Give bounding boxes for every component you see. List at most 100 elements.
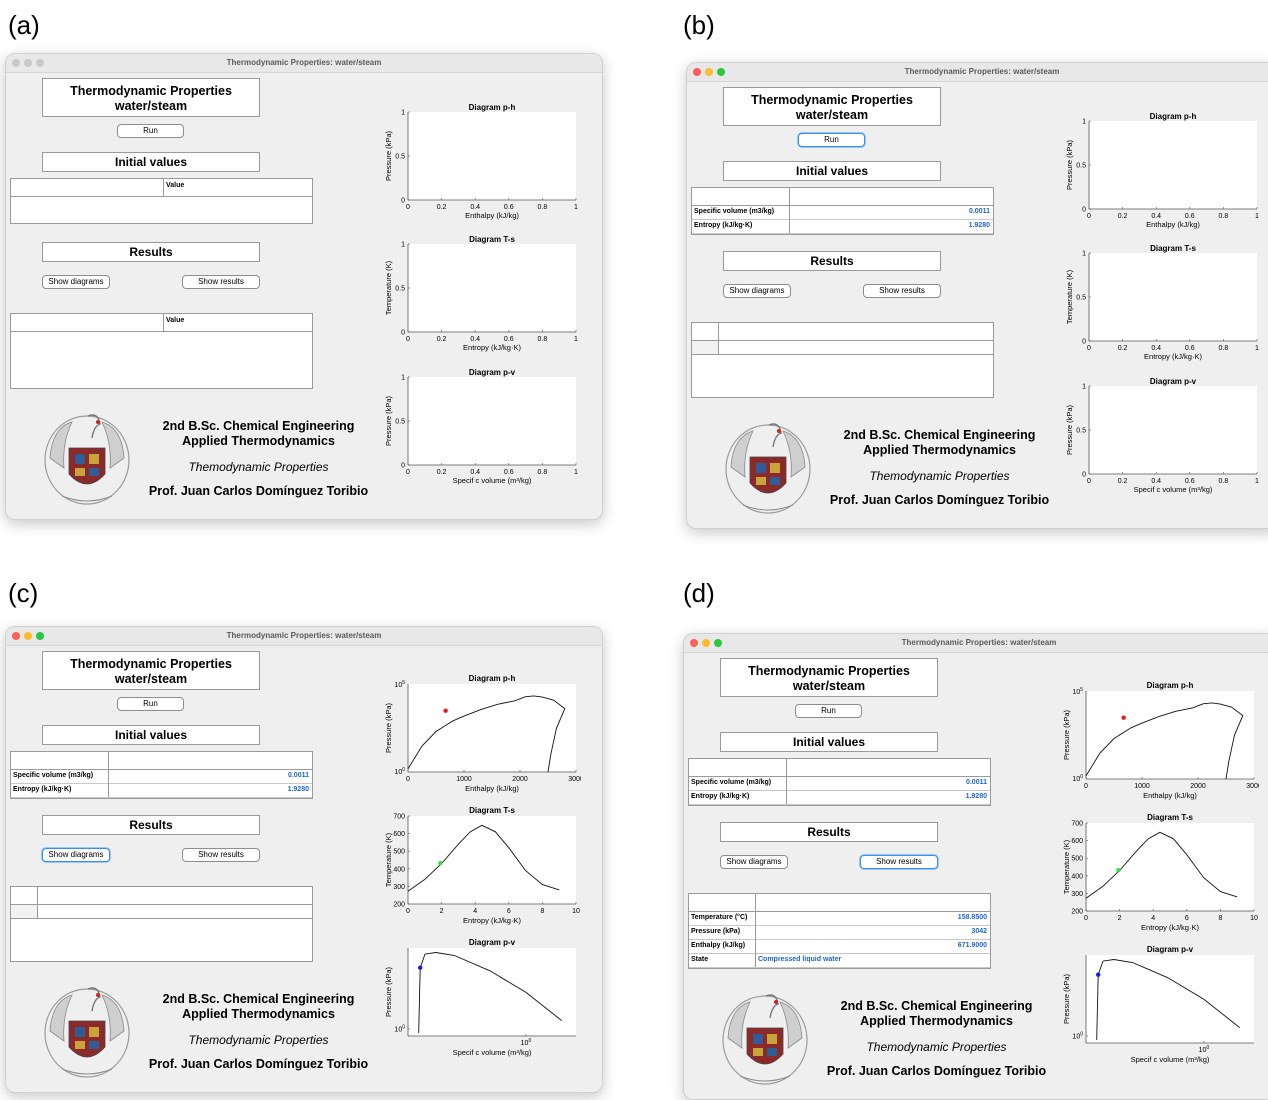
initial-values-table[interactable]: Specific volume (m3/kg) 0.0011 Entropy (kJ… bbox=[10, 751, 313, 799]
minimize-icon[interactable] bbox=[24, 632, 32, 640]
run-button[interactable]: Run bbox=[795, 704, 862, 718]
y-tick-label: 0 bbox=[401, 198, 405, 205]
initial-values-table[interactable]: Value bbox=[10, 178, 313, 224]
course-line2: Applied Thermodynamics bbox=[182, 434, 335, 448]
saturation-curve bbox=[1085, 702, 1244, 780]
show-diagrams-button[interactable]: Show diagrams bbox=[42, 848, 110, 862]
plot-ts: Diagram T-s Entropy (kJ/kg·K) Temperature … bbox=[381, 804, 581, 932]
close-icon[interactable] bbox=[693, 68, 701, 76]
show-diagrams-button[interactable]: Show diagrams bbox=[723, 284, 791, 298]
zoom-icon[interactable] bbox=[36, 59, 44, 67]
x-axis-label: Specif c volume (m³/kg) bbox=[453, 476, 532, 485]
close-icon[interactable] bbox=[690, 639, 698, 647]
close-icon[interactable] bbox=[12, 632, 20, 640]
zoom-icon[interactable] bbox=[717, 68, 725, 76]
x-tick-label: 0 bbox=[406, 776, 410, 783]
show-results-button[interactable]: Show results bbox=[860, 855, 938, 869]
y-tick-label: 0 bbox=[401, 463, 405, 470]
minimize-icon[interactable] bbox=[702, 639, 710, 647]
initial-values-header: Initial values bbox=[42, 725, 260, 745]
result-value: Compressed liquid water bbox=[758, 956, 842, 963]
column-divider bbox=[108, 752, 109, 769]
plot-title: Diagram p-h bbox=[469, 674, 516, 683]
tick-label: 100 bbox=[394, 767, 405, 776]
initial-values-header: Initial values bbox=[723, 161, 941, 181]
app-title-line2: water/steam bbox=[114, 99, 188, 113]
x-tick-label: 1 bbox=[1255, 345, 1259, 352]
column-divider bbox=[786, 790, 787, 804]
tick-label: 100 bbox=[394, 1024, 405, 1033]
x-tick-label: 0 bbox=[406, 908, 410, 915]
run-button[interactable]: Run bbox=[798, 133, 865, 147]
y-axis-label: Pressure (kPa) bbox=[384, 966, 393, 1017]
table-row[interactable]: Specific volume (m3/kg) 0.0011 bbox=[11, 769, 312, 784]
input-value[interactable]: 0.0011 bbox=[965, 779, 987, 786]
results-table[interactable]: Value bbox=[10, 313, 313, 389]
show-results-button[interactable]: Show results bbox=[182, 848, 260, 862]
window-title: Thermodynamic Properties: water/steam bbox=[226, 631, 382, 640]
x-axis-label: Enthalpy (kJ/kg) bbox=[1143, 791, 1197, 800]
y-tick-label: 300 bbox=[1071, 891, 1083, 898]
window-titlebar[interactable]: Thermodynamic Properties: water/steam bbox=[6, 627, 602, 646]
input-value[interactable]: 0.0011 bbox=[968, 208, 990, 215]
minimize-icon[interactable] bbox=[24, 59, 32, 67]
table-row[interactable]: Specific volume (m3/kg) 0.0011 bbox=[689, 776, 990, 791]
app-title-box: Thermodynamic Properties water/steam bbox=[720, 658, 938, 697]
run-button[interactable]: Run bbox=[117, 124, 184, 138]
x-tick-label: 0 bbox=[406, 469, 410, 476]
results-table[interactable] bbox=[10, 886, 313, 962]
window-titlebar[interactable]: Thermodynamic Properties: water/steam bbox=[6, 54, 602, 73]
minimize-icon[interactable] bbox=[705, 68, 713, 76]
show-results-button[interactable]: Show results bbox=[182, 275, 260, 289]
x-axis-label: Entropy (kJ/kg·K) bbox=[1144, 352, 1202, 361]
input-value[interactable]: 1.9280 bbox=[968, 222, 990, 229]
close-icon[interactable] bbox=[12, 59, 20, 67]
professor-name: Prof. Juan Carlos Domínguez Toribio bbox=[829, 493, 1050, 507]
x-tick-label: 0.8 bbox=[538, 204, 548, 211]
app-window: Thermodynamic Properties: water/steam The… bbox=[683, 633, 1268, 1100]
plot-pv: Diagram p-v 0 0.2 0.4 0.6 0.8 1 0 0.5 1 Specif c v… bbox=[1062, 376, 1262, 501]
table-row[interactable]: Temperature (°C) 158.8500 bbox=[689, 911, 990, 926]
results-table[interactable]: Temperature (°C) 158.8500 Pressure (kPa) 30… bbox=[688, 893, 991, 969]
app-title-box: Thermodynamic Properties water/steam bbox=[42, 78, 260, 117]
result-value: 3042 bbox=[971, 928, 987, 935]
results-table[interactable] bbox=[691, 322, 994, 398]
input-value[interactable]: 0.0011 bbox=[287, 772, 309, 779]
table-row[interactable]: State Compressed liquid water bbox=[689, 953, 990, 968]
input-label: Specific volume (m3/kg) bbox=[13, 772, 94, 779]
y-tick-label: 300 bbox=[393, 884, 405, 891]
panel-label: (c) bbox=[8, 578, 39, 608]
table-row[interactable]: Specific volume (m3/kg) 0.0011 bbox=[692, 205, 993, 220]
x-tick-label: 0 bbox=[1084, 783, 1088, 790]
input-value[interactable]: 1.9280 bbox=[287, 786, 309, 793]
input-value[interactable]: 1.9280 bbox=[965, 793, 987, 800]
x-tick-label: 0.4 bbox=[470, 336, 480, 343]
window-titlebar[interactable]: Thermodynamic Properties: water/steam bbox=[684, 634, 1268, 653]
show-results-button[interactable]: Show results bbox=[863, 284, 941, 298]
y-tick-label: 0.5 bbox=[1076, 163, 1086, 170]
panel-label: (d) bbox=[683, 578, 715, 608]
y-tick-label: 500 bbox=[393, 849, 405, 856]
table-row[interactable]: Entropy (kJ/kg·K) 1.9280 bbox=[692, 219, 993, 234]
x-tick-label: 1 bbox=[574, 336, 578, 343]
window-titlebar[interactable]: Thermodynamic Properties: water/steam bbox=[687, 63, 1268, 82]
zoom-icon[interactable] bbox=[714, 639, 722, 647]
initial-values-table[interactable]: Specific volume (m3/kg) 0.0011 Entropy (kJ… bbox=[688, 758, 991, 806]
show-diagrams-button[interactable]: Show diagrams bbox=[720, 855, 788, 869]
table-row[interactable]: Entropy (kJ/kg·K) 1.9280 bbox=[689, 790, 990, 805]
show-diagrams-button[interactable]: Show diagrams bbox=[42, 275, 110, 289]
x-tick-label: 4 bbox=[1151, 915, 1155, 922]
table-row[interactable]: Entropy (kJ/kg·K) 1.9280 bbox=[11, 783, 312, 798]
plot-ph: Diagram p-h 0 0.2 0.4 0.6 0.8 1 0 0.5 1 Enthalpy (… bbox=[381, 102, 581, 227]
table-row[interactable]: Enthalpy (kJ/kg) 671.9000 bbox=[689, 939, 990, 954]
run-button[interactable]: Run bbox=[117, 697, 184, 711]
y-tick-label: 0 bbox=[1082, 339, 1086, 346]
window-title: Thermodynamic Properties: water/steam bbox=[226, 58, 382, 67]
x-tick-label: 0.6 bbox=[1185, 345, 1195, 352]
x-tick-label: 10 bbox=[1250, 915, 1258, 922]
initial-values-table[interactable]: Specific volume (m3/kg) 0.0011 Entropy (kJ… bbox=[691, 187, 994, 235]
zoom-icon[interactable] bbox=[36, 632, 44, 640]
table-divider bbox=[692, 340, 993, 341]
table-row[interactable]: Pressure (kPa) 3042 bbox=[689, 925, 990, 940]
value-column-header: Value bbox=[166, 182, 185, 189]
